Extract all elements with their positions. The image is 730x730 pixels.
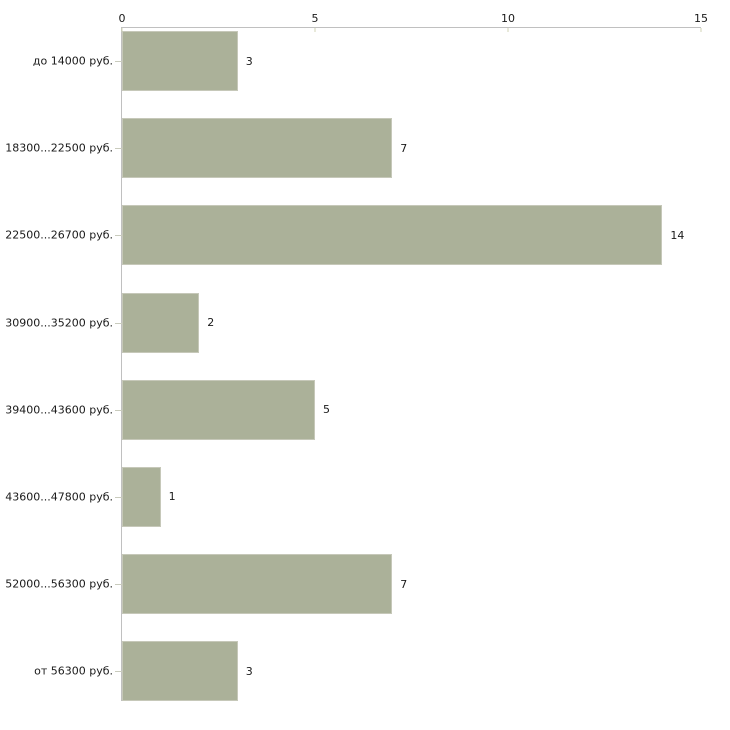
category-label: 22500...26700 руб. (5, 228, 113, 242)
category-tick-mark (115, 584, 122, 586)
plot-area: 0 5 10 15 до 14000 руб. 3 18300...22500 руб. 7… (5, 13, 708, 702)
bar-row: от 56300 руб. 3 (34, 641, 701, 702)
value-label: 1 (168, 490, 176, 504)
category-tick-mark (115, 61, 122, 62)
category-label: 39400...43600 руб. (5, 403, 113, 417)
category-tick-mark (115, 322, 122, 324)
value-label: 7 (400, 577, 408, 591)
category-tick-mark (115, 496, 122, 498)
category-label: до 14000 руб. (32, 54, 113, 68)
category-tick-mark (115, 409, 122, 411)
value-label: 3 (245, 664, 253, 678)
bar (122, 205, 663, 266)
bar (122, 554, 393, 615)
bar-rows: до 14000 руб. 3 18300...22500 руб. 7 22500..… (5, 31, 701, 702)
category-label: 18300...22500 руб. (5, 141, 113, 155)
x-tick-label: 10 (501, 12, 515, 25)
category-label: 30900...35200 руб. (5, 315, 113, 329)
value-label: 2 (207, 316, 215, 330)
bar-row: 30900...35200 руб. 2 (5, 292, 701, 353)
bar-row: 43600...47800 руб. 1 (5, 466, 701, 527)
value-label: 14 (670, 228, 685, 242)
x-tick-label: 15 (694, 12, 708, 25)
x-tick-mark (507, 28, 509, 32)
value-label: 7 (400, 141, 408, 155)
value-label: 5 (322, 403, 330, 417)
bar-row: 18300...22500 руб. 7 (5, 118, 701, 179)
bar (122, 292, 200, 353)
category-tick-mark (115, 148, 122, 150)
bar (122, 118, 393, 179)
value-label: 3 (245, 54, 253, 68)
bar (122, 641, 238, 702)
x-tick-mark (314, 28, 316, 32)
bar-row: 52000...56300 руб. 7 (5, 554, 701, 615)
bar-row: до 14000 руб. 3 (33, 31, 701, 91)
x-tick-label: 0 (118, 12, 126, 25)
category-tick-mark (115, 235, 122, 237)
x-tick-mark (121, 28, 123, 32)
bar (122, 31, 238, 91)
bar (122, 466, 161, 527)
bar-row: 39400...43600 руб. 5 (5, 379, 701, 440)
category-label: 43600...47800 руб. (5, 490, 113, 504)
bar-row: 22500...26700 руб. 14 (5, 205, 701, 266)
x-tick-mark (700, 28, 702, 32)
category-label: 52000...56300 руб. (5, 577, 113, 591)
bar (122, 379, 315, 440)
category-tick-mark (115, 671, 122, 673)
category-label: от 56300 руб. (34, 664, 113, 678)
x-tick-label: 5 (311, 12, 319, 25)
